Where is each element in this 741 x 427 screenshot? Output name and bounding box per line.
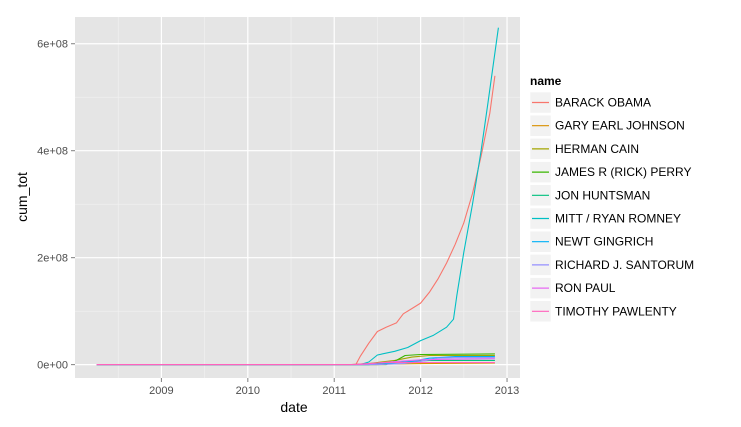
y-axis: 0e+00 2e+08 4e+08 6e+08 <box>37 39 75 372</box>
y-tick-label: 6e+08 <box>37 39 68 51</box>
x-axis: 2009 2010 2011 2012 2013 <box>149 378 519 397</box>
x-tick-label: 2009 <box>149 385 173 397</box>
series-line <box>96 75 496 366</box>
y-tick-label: 2e+08 <box>37 253 68 265</box>
plot-panel <box>75 17 520 378</box>
series-line <box>96 361 495 366</box>
legend-label: MITT / RYAN ROMNEY <box>555 212 681 226</box>
y-tick-label: 4e+08 <box>37 146 68 158</box>
legend-label: HERMAN CAIN <box>555 142 639 156</box>
minor-gridlines <box>75 17 520 378</box>
x-axis-title: date <box>280 399 307 415</box>
legend-label: RICHARD J. SANTORUM <box>555 258 694 272</box>
legend-title: name <box>530 74 562 88</box>
series-lines <box>96 27 499 366</box>
x-tick-label: 2011 <box>322 385 346 397</box>
legend-label: JON HUNTSMAN <box>555 188 650 202</box>
legend-label: TIMOTHY PAWLENTY <box>555 304 677 318</box>
legend-label: NEWT GINGRICH <box>555 235 653 249</box>
x-tick-label: 2013 <box>495 385 519 397</box>
legend-label: GARY EARL JOHNSON <box>555 119 685 133</box>
legend-label: BARACK OBAMA <box>555 96 651 110</box>
series-line <box>96 357 495 366</box>
y-tick-label: 0e+00 <box>37 360 68 372</box>
legend-label: JAMES R (RICK) PERRY <box>555 165 691 179</box>
y-axis-title: cum_tot <box>14 172 30 222</box>
x-tick-label: 2010 <box>236 385 260 397</box>
series-line <box>96 27 499 366</box>
legend-label: RON PAUL <box>555 281 616 295</box>
legend: name BARACK OBAMA GARY EARL JOHNSON HERMAN… <box>529 74 694 323</box>
x-tick-label: 2012 <box>408 385 432 397</box>
